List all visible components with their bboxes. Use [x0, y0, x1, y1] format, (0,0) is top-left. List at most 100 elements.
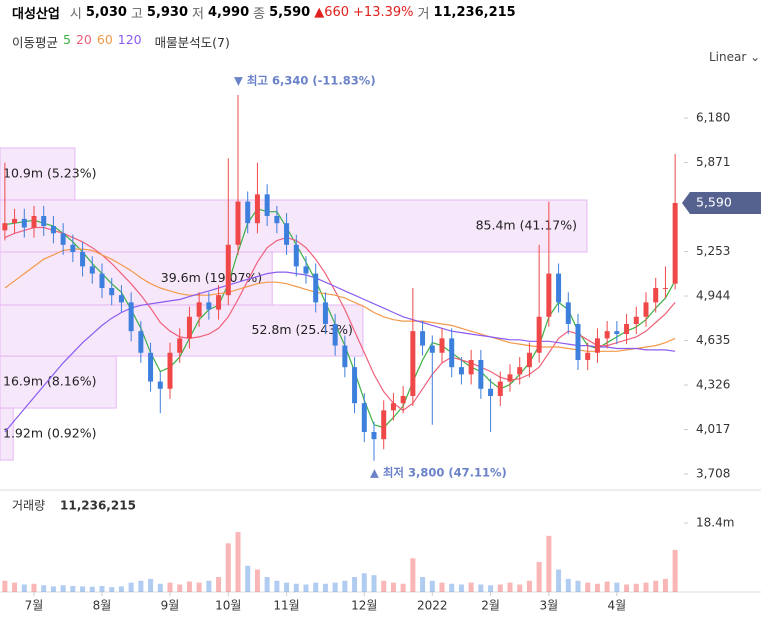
x-tick-label: 8월: [93, 599, 112, 613]
volume-bar: [604, 581, 610, 592]
volume-bar: [245, 565, 251, 592]
candle-body: [70, 244, 76, 252]
profile-toggle[interactable]: 매물분석도(7): [154, 35, 230, 50]
candle-body: [293, 244, 299, 267]
volume-bar: [2, 580, 8, 592]
volume-bar: [284, 582, 290, 592]
volume-bar: [206, 580, 212, 592]
candle-body: [546, 273, 552, 317]
candle-body: [371, 431, 377, 440]
volume-bar: [361, 573, 367, 592]
stock-name: 대성산업: [12, 6, 60, 22]
candle-body: [12, 218, 18, 224]
legend-entry: 120: [117, 32, 142, 47]
volume-bar: [235, 532, 241, 592]
candle-body: [643, 302, 649, 317]
x-tick-label: 7월: [25, 599, 44, 613]
candle-body: [390, 403, 396, 411]
header: 대성산업 시 5,030 고 5,930 저 4,990 종 5,590 ▲660 +13…: [12, 2, 516, 22]
candle-body: [361, 403, 367, 432]
candle-body: [60, 233, 66, 245]
scale-select[interactable]: Linear ⌄: [709, 50, 761, 64]
profile-label: 1.92m (0.92%): [3, 426, 96, 441]
y-tick-label: 6,180: [696, 111, 730, 125]
x-tick-label: 12월: [351, 599, 377, 613]
profile-label: 10.9m (5.23%): [3, 165, 96, 180]
volume-bar: [672, 549, 678, 592]
candle-body: [206, 302, 212, 310]
volume-bar: [177, 584, 183, 592]
volume-bar: [488, 585, 494, 592]
legend-entry: 60: [96, 32, 113, 47]
y-tick-label: 5,871: [696, 155, 730, 169]
x-tick-label: 10월: [215, 599, 241, 613]
candle-body: [148, 352, 154, 382]
volume-bar: [381, 580, 387, 592]
candle-body: [245, 201, 251, 224]
candle-body: [672, 203, 678, 284]
price-badge-label: 5,590: [696, 195, 732, 210]
volume-bar: [439, 582, 445, 592]
value: 5,030: [85, 4, 127, 20]
candle-body: [410, 331, 416, 396]
volume-tick-label: 18.4m: [696, 516, 734, 530]
volume-bar: [507, 582, 513, 592]
volume-bar: [497, 584, 503, 592]
volume-bar: [342, 580, 348, 592]
volume-bar: [585, 582, 591, 592]
y-tick-label: 5,253: [696, 244, 730, 258]
volume-bar: [468, 582, 474, 592]
volume-bar: [80, 586, 86, 592]
candle-body: [536, 316, 542, 353]
volume-title: 거래량: [12, 499, 45, 513]
volume-bar: [186, 581, 192, 592]
candle-body: [429, 345, 435, 353]
y-tick-label: 4,635: [696, 333, 730, 347]
x-tick-label: 11월: [273, 599, 299, 613]
value: 5,930: [146, 4, 189, 20]
volume-bar: [400, 583, 406, 592]
candle-body: [478, 359, 484, 389]
volume-bar: [517, 584, 523, 592]
candle-body: [624, 323, 630, 335]
candle-body: [118, 295, 124, 303]
candle-body: [264, 194, 270, 216]
y-tick-label: 4,944: [696, 289, 730, 303]
volume-bar: [70, 586, 76, 592]
candle-body: [128, 302, 134, 332]
volume-bar: [565, 578, 571, 592]
change: ▲660: [314, 4, 350, 20]
candle-body: [400, 395, 406, 404]
volume-bar: [138, 580, 144, 592]
candle-body: [662, 287, 668, 289]
volume-bar: [303, 584, 309, 592]
volume-bar: [410, 558, 416, 592]
candle-body: [439, 338, 445, 353]
x-tick-label: 3월: [540, 599, 559, 613]
candle-body: [80, 251, 86, 267]
ma-legend: 5 20 60 120: [63, 32, 142, 51]
candle-body: [420, 331, 426, 346]
legend-title: 이동평균: [12, 35, 59, 50]
candle-body: [50, 226, 56, 234]
volume-bar: [313, 582, 319, 592]
candle-body: [109, 287, 115, 296]
volume-bar: [225, 543, 231, 592]
volume-bar: [390, 582, 396, 592]
candle-body: [633, 316, 639, 324]
volume-bar: [60, 585, 66, 592]
candle-body: [89, 266, 95, 274]
candle-body: [565, 302, 571, 324]
candle-body: [342, 345, 348, 368]
volume-bar: [41, 585, 47, 592]
volume-bar: [167, 582, 173, 592]
scale-mode: Linear: [709, 50, 747, 64]
candle-body: [254, 194, 260, 224]
profile-box: [0, 407, 14, 461]
profile-box: [0, 355, 117, 409]
y-tick-label: 3,708: [696, 467, 730, 481]
candle-body: [313, 273, 319, 303]
change-pct: +13.39%: [353, 4, 414, 20]
candle-body: [196, 302, 202, 317]
